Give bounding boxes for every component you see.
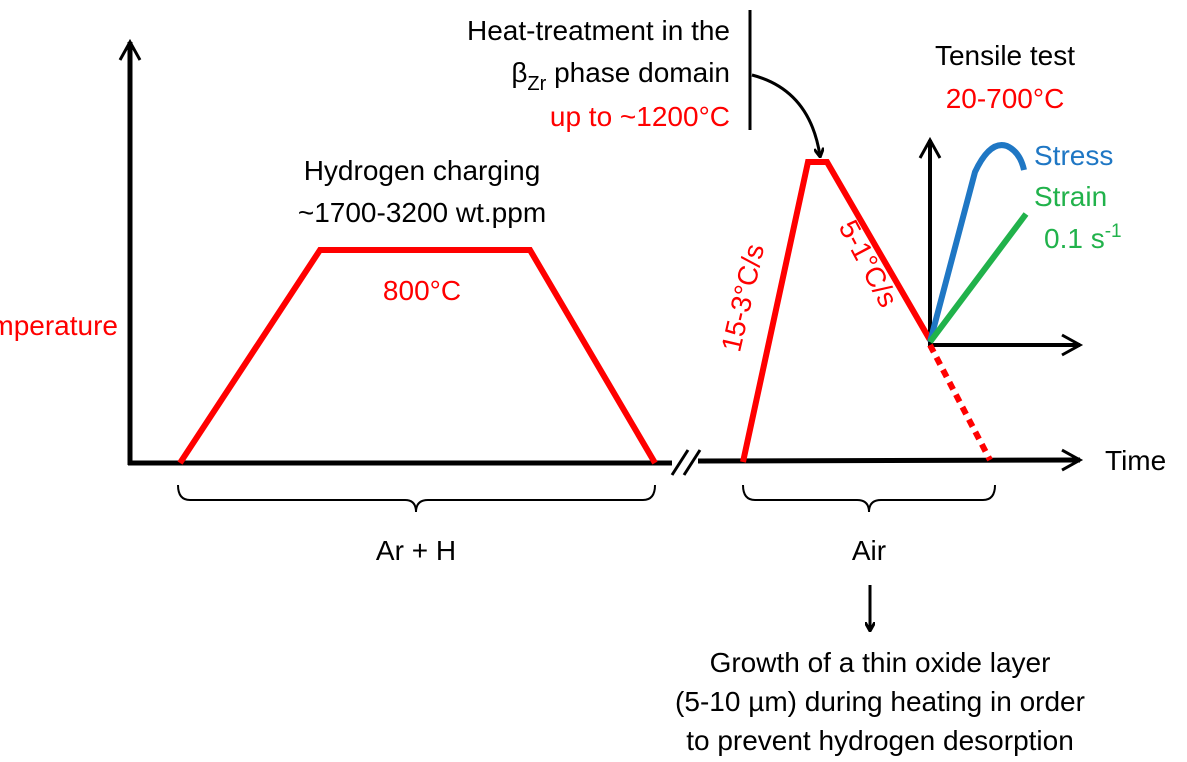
heat-treatment-line2: βZr phase domain bbox=[511, 57, 730, 95]
rate: 0.1 s bbox=[1044, 223, 1105, 254]
atmosphere-right: Air bbox=[852, 535, 886, 566]
strain-label: Strain bbox=[1034, 181, 1107, 212]
note-line: (5-10 µm) during heating in order bbox=[675, 686, 1085, 717]
curved-arrow bbox=[751, 73, 820, 156]
tensile-temperature: 20-700°C bbox=[946, 83, 1065, 114]
brace-left bbox=[177, 484, 656, 513]
x-axis-right bbox=[697, 448, 1084, 472]
heat-treatment-temperature: up to ~1200°C bbox=[550, 101, 730, 132]
phase-domain: phase domain bbox=[546, 57, 730, 88]
heating-rate: 15-3°C/s bbox=[715, 241, 770, 354]
hydrogen-content: ~1700-3200 wt.ppm bbox=[298, 197, 546, 228]
hydrogen-profile bbox=[177, 247, 658, 465]
axis-break bbox=[670, 449, 690, 476]
hydrogen-title: Hydrogen charging bbox=[304, 155, 541, 186]
subscript: Zr bbox=[527, 73, 546, 95]
beta: β bbox=[511, 57, 527, 88]
y-axis-label: Temperature bbox=[0, 310, 118, 341]
strain-curve bbox=[927, 212, 1029, 344]
strain-rate: 0.1 s-1 bbox=[1044, 221, 1122, 254]
hydrogen-temperature: 800°C bbox=[383, 275, 461, 306]
stress-label: Stress bbox=[1034, 140, 1113, 171]
axis-break bbox=[682, 449, 702, 476]
heat-treatment-profile bbox=[740, 159, 933, 463]
x-axis-label: Time bbox=[1105, 445, 1166, 476]
heat-treatment-line1: Heat-treatment in the bbox=[467, 15, 730, 46]
rate-exponent: -1 bbox=[1105, 221, 1122, 242]
cooling-rate: 5-1°C/s bbox=[833, 215, 904, 312]
axes bbox=[118, 38, 1084, 476]
quench-dashed bbox=[927, 343, 993, 462]
atmosphere-left: Ar + H bbox=[376, 535, 456, 566]
note-line: Growth of a thin oxide layer bbox=[710, 647, 1051, 678]
stress-curve bbox=[927, 142, 1027, 343]
brace-right bbox=[742, 484, 996, 513]
note-line: to prevent hydrogen desorption bbox=[686, 725, 1074, 756]
tensile-title: Tensile test bbox=[935, 40, 1075, 71]
